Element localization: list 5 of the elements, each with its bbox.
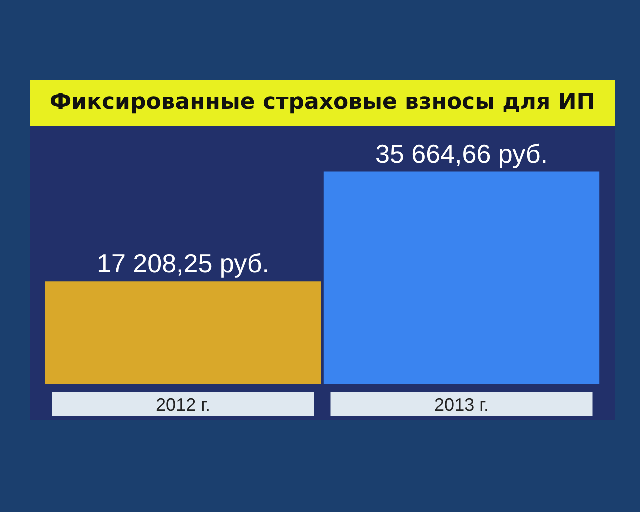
data-label: 17 208,25 руб. [97, 248, 270, 279]
x-tick-label: 2012 г. [156, 395, 210, 415]
x-tick-label: 2013 г. [434, 395, 489, 415]
data-label: 35 664,66 руб. [376, 138, 548, 169]
chart-title: Фиксированные страховые взносы для ИП [30, 80, 615, 126]
